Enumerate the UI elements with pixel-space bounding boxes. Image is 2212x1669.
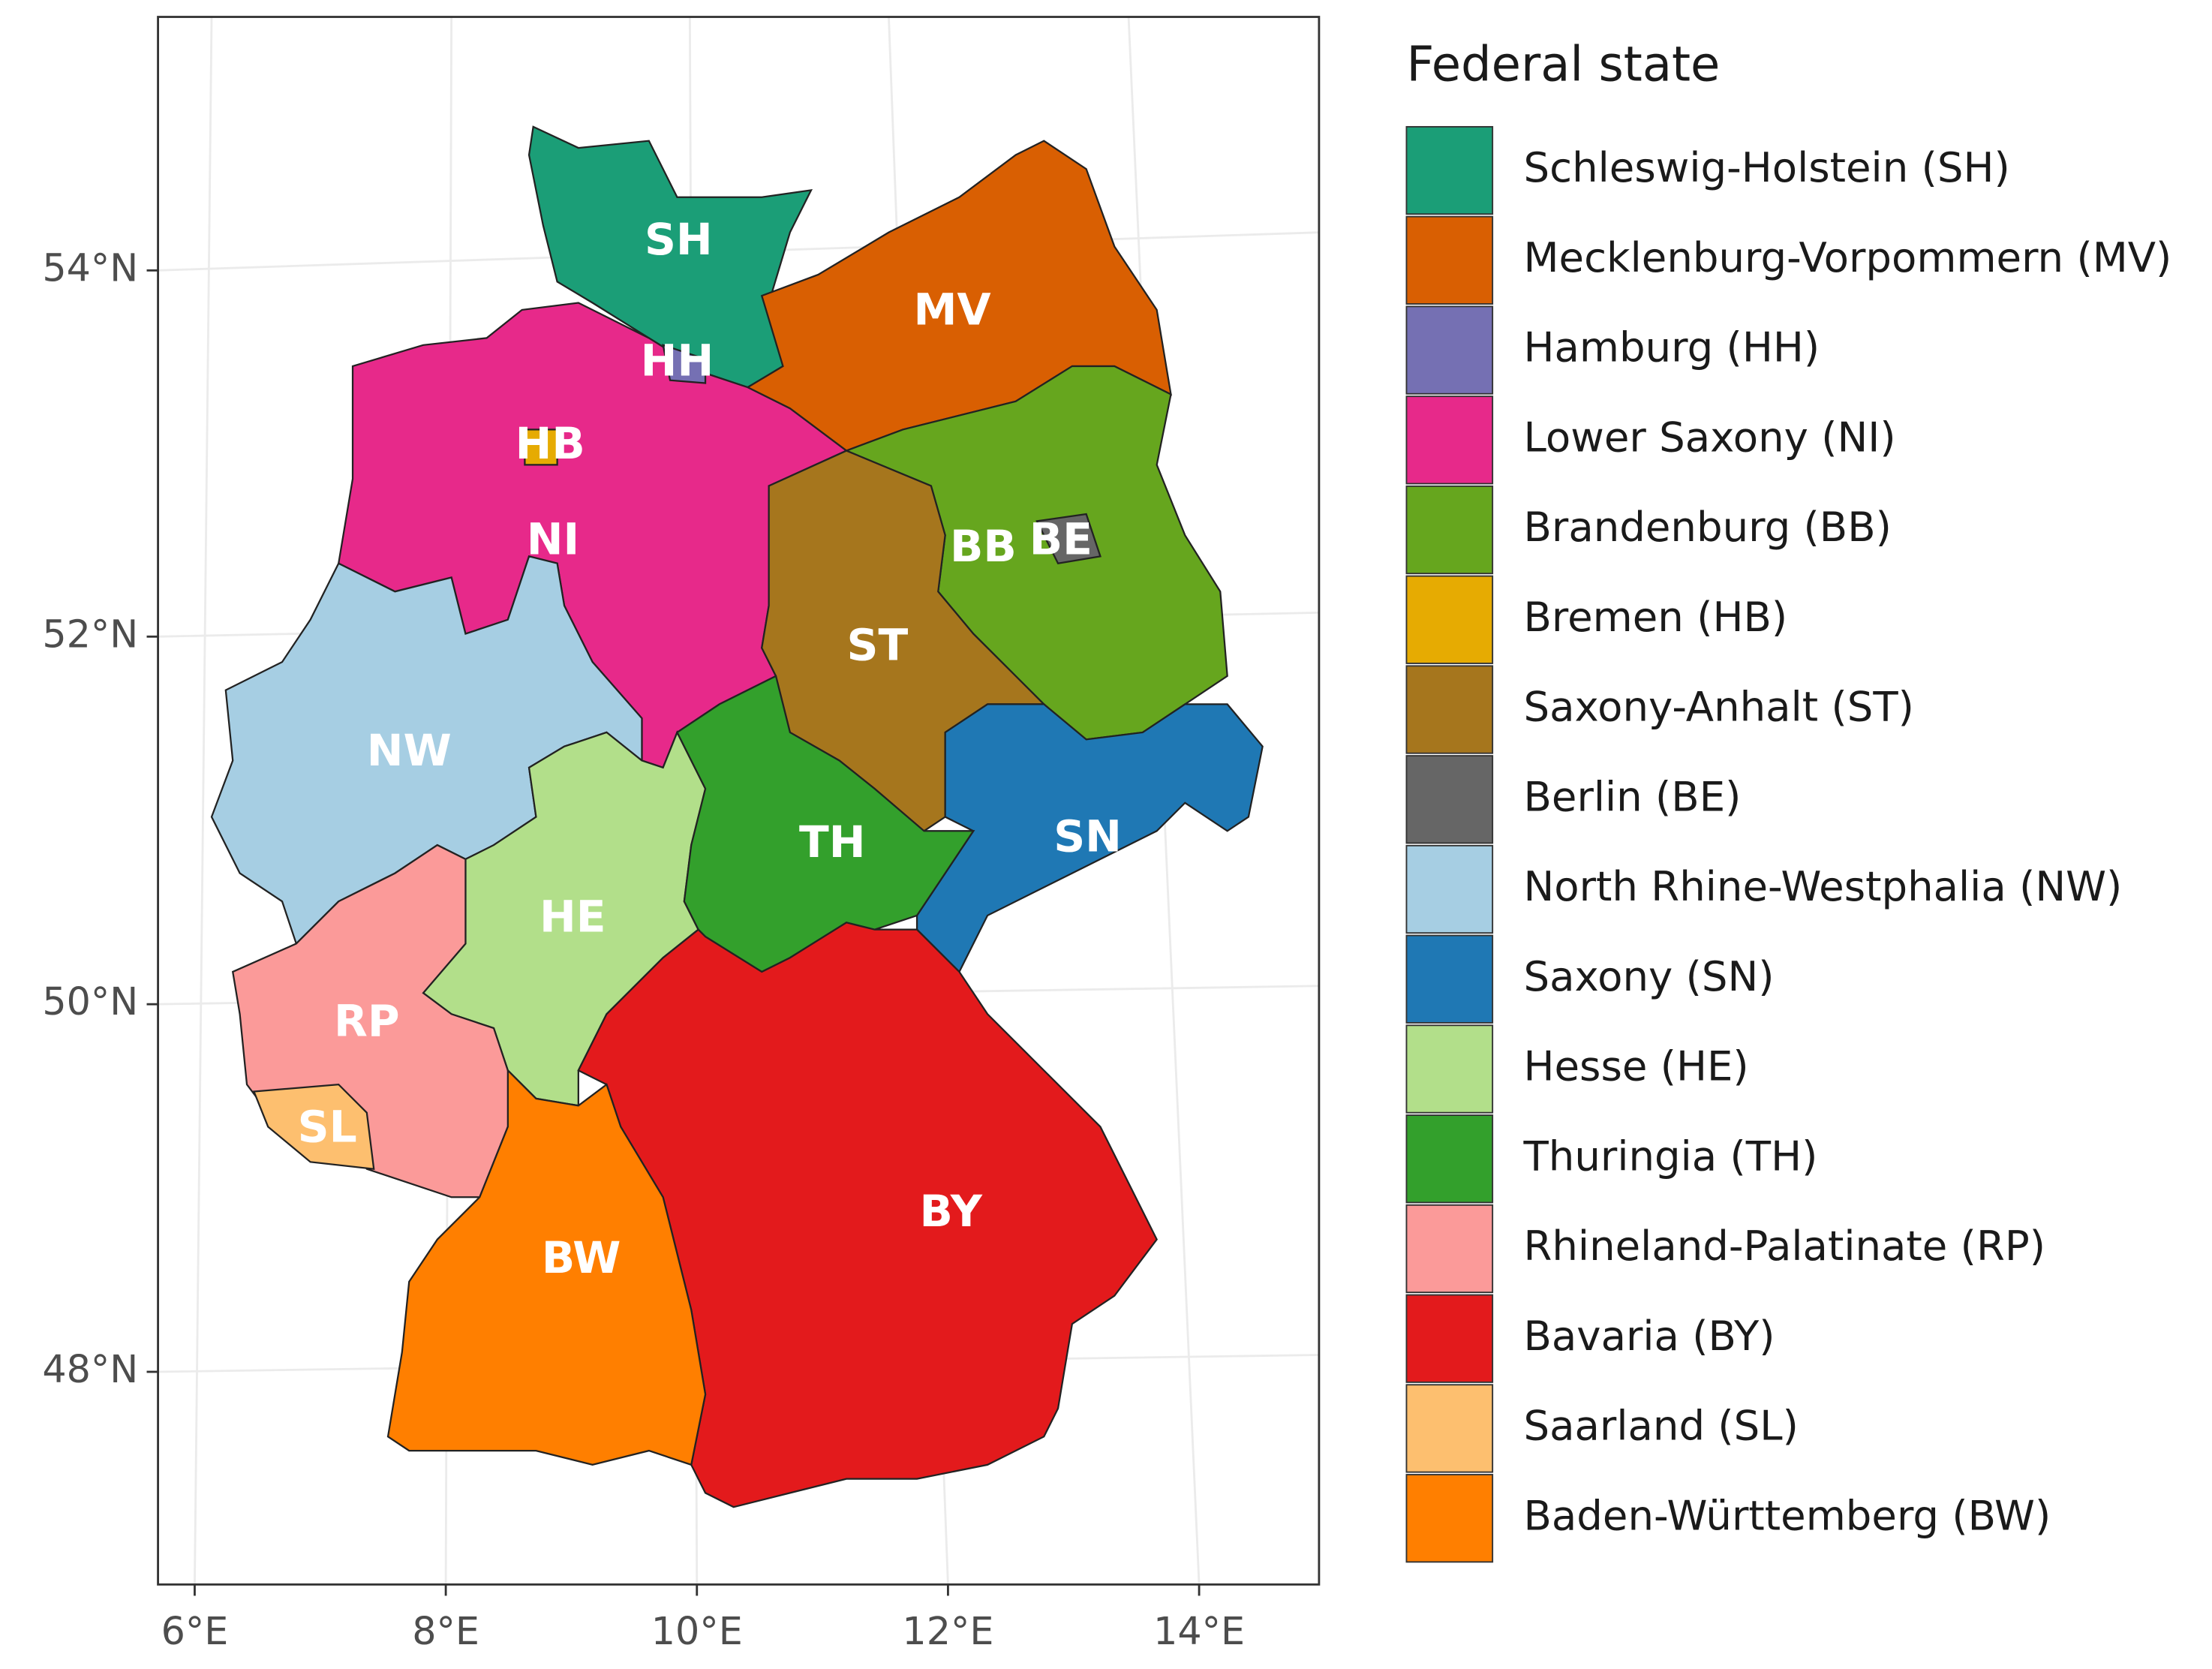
state-label: BE — [1029, 514, 1092, 565]
legend-swatch — [1405, 1384, 1494, 1473]
state-label: RP — [334, 996, 400, 1047]
y-tick-label: 50°N — [42, 979, 138, 1024]
state-label: SN — [1053, 811, 1122, 862]
state-label: TH — [799, 816, 866, 868]
state-label: SH — [645, 214, 713, 265]
legend-swatch — [1405, 575, 1494, 664]
y-tick-label: 48°N — [42, 1347, 138, 1391]
legend-swatch — [1405, 1294, 1494, 1383]
legend-swatch — [1405, 1204, 1494, 1294]
legend-swatch — [1405, 1024, 1494, 1114]
legend-swatch — [1405, 665, 1494, 754]
legend-label: Bavaria (BY) — [1524, 1312, 1775, 1360]
state-labels: SH MV HH NI BB HB ST BE NW SN HE TH RP BY SL BW — [298, 214, 1122, 1283]
axes: 6°E 8°E 10°E 12°E 14°E 54°N 52°N 50°N 48°N — [42, 245, 1245, 1653]
legend-label: Rhineland-Palatinate (RP) — [1524, 1222, 2045, 1270]
state-shape — [1035, 513, 1101, 564]
legend-label: Hesse (HE) — [1524, 1042, 1749, 1090]
legend-label: Thuringia (TH) — [1523, 1132, 1818, 1180]
state-label: BY — [919, 1186, 982, 1237]
legend-swatch — [1405, 485, 1494, 575]
legend-swatch — [1405, 934, 1494, 1024]
legend-swatch — [1405, 1114, 1494, 1204]
legend-label: Berlin (BE) — [1524, 772, 1742, 820]
legend-swatch — [1405, 844, 1494, 934]
state-label: MV — [914, 284, 991, 335]
legend-label: Mecklenburg-Vorpommern (MV) — [1524, 233, 2172, 281]
legend-swatch — [1405, 305, 1494, 395]
legend-swatch — [1405, 215, 1494, 305]
legend: Schleswig-Holstein (SH) Mecklenburg-Vorpo… — [1405, 125, 2172, 1563]
x-tick-label: 12°E — [902, 1609, 993, 1653]
state-label: BW — [542, 1232, 621, 1283]
legend-swatch — [1405, 1474, 1494, 1563]
states — [210, 125, 1264, 1508]
legend-label: Schleswig-Holstein (SH) — [1524, 143, 2010, 191]
state-shape — [524, 429, 558, 466]
state-label: SL — [298, 1101, 357, 1152]
legend-label: Saxony-Anhalt (ST) — [1524, 683, 1914, 731]
state-label: HB — [515, 418, 585, 469]
state-label: HH — [641, 335, 714, 386]
state-shape — [386, 1068, 707, 1466]
legend-title: Federal state — [1406, 38, 1720, 93]
legend-label: Baden-Württemberg (BW) — [1524, 1491, 2051, 1539]
legend-label: Lower Saxony (NI) — [1524, 413, 1896, 461]
state-label: HE — [539, 892, 606, 943]
legend-label: Bremen (HB) — [1524, 593, 1788, 641]
state-shape — [675, 675, 975, 973]
y-tick-label: 52°N — [42, 612, 138, 656]
x-tick-label: 8°E — [412, 1609, 479, 1653]
state-shape — [662, 344, 707, 384]
legend-label: Hamburg (HH) — [1524, 323, 1820, 371]
state-label: NW — [367, 725, 452, 776]
state-label: NI — [527, 514, 579, 565]
state-label: ST — [847, 619, 909, 670]
legend-label: Saxony (SN) — [1524, 952, 1775, 1000]
legend-swatch — [1405, 395, 1494, 485]
legend-swatch — [1405, 755, 1494, 844]
x-tick-label: 10°E — [651, 1609, 743, 1653]
legend-label: Brandenburg (BB) — [1524, 503, 1892, 551]
legend-label: Saarland (SL) — [1524, 1402, 1799, 1450]
state-shape — [252, 1083, 375, 1171]
legend-swatch — [1405, 125, 1494, 215]
x-tick-label: 6°E — [161, 1609, 229, 1653]
panel-border — [157, 16, 1321, 1586]
state-label: BB — [950, 521, 1017, 572]
x-tick-label: 14°E — [1153, 1609, 1245, 1653]
legend-label: North Rhine-Westphalia (NW) — [1524, 862, 2123, 910]
y-tick-label: 54°N — [42, 245, 138, 290]
